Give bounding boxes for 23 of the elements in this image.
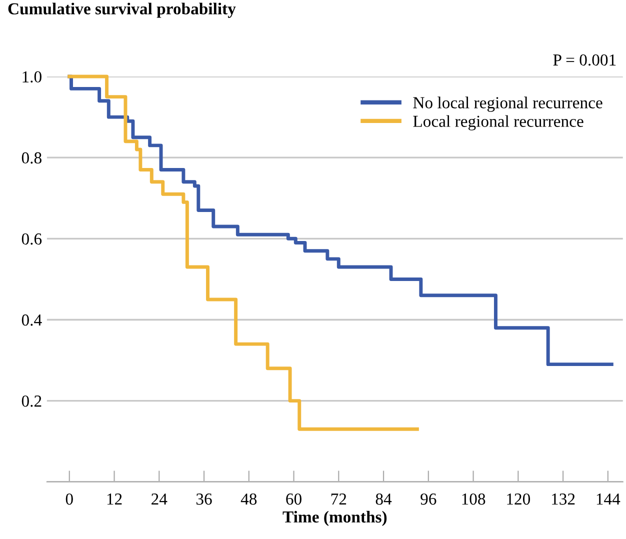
legend-label: No local regional recurrence: [413, 96, 602, 112]
x-tick-label: 132: [552, 494, 575, 505]
x-tick-label: 84: [376, 493, 392, 505]
x-tick-label: 24: [152, 494, 168, 505]
x-tick-label: 48: [240, 493, 257, 505]
x-tick-label: 36: [196, 494, 212, 505]
x-axis-title: Time (months): [282, 510, 387, 526]
x-tick-label: 12: [107, 494, 122, 505]
legend-label: Local regional recurrence: [413, 115, 584, 130]
x-tick-label: 60: [286, 493, 302, 505]
x-tick-label: 144: [596, 494, 620, 505]
x-tick-label: 120: [507, 493, 530, 505]
x-tick-label: 96: [420, 494, 436, 505]
y-axis-title: Cumulative survival probability: [8, 2, 236, 18]
y-tick-label: 0.6: [22, 233, 42, 245]
y-tick-label: 0.2: [22, 396, 42, 407]
y-tick-label: 0.4: [22, 314, 42, 326]
text: P = 0.001: [553, 54, 616, 66]
y-tick-label: 1.0: [22, 71, 42, 83]
x-tick-label: 108: [462, 493, 486, 505]
y-tick-label: 0.8: [22, 152, 42, 164]
x-tick-label: 0: [66, 493, 73, 505]
x-tick-label: 72: [331, 494, 346, 505]
